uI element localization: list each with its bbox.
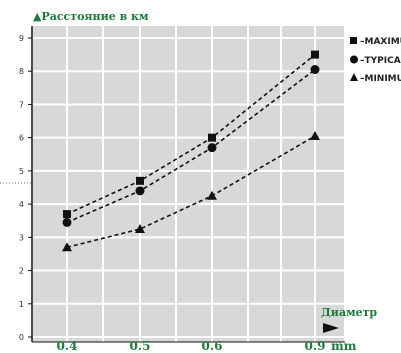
point-minimum-3 [310, 131, 320, 141]
point-maximum-1 [136, 176, 144, 185]
point-minimum-2 [207, 190, 217, 200]
point-maximum-0 [63, 210, 71, 219]
y-tick-label-3: 3 [19, 233, 24, 242]
x-tick-label-1: 0.5 [130, 339, 151, 353]
series-lines [66, 53, 316, 249]
x-tick-labels: 0.4 0.5 0.6 0.9 mm [57, 339, 357, 353]
x-axis-label: Диаметр [321, 306, 377, 319]
legend-label-minimum: –MINIMUM [360, 74, 401, 84]
legend: –MAXIMUM –TYPICAL –MINIMUM [350, 37, 401, 84]
point-typical-1 [135, 186, 145, 196]
point-typical-3 [310, 65, 320, 75]
point-maximum-3 [311, 50, 319, 59]
series-markers [62, 50, 320, 252]
y-tick-label-2: 2 [19, 267, 24, 276]
x-axis-arrow [323, 323, 339, 333]
y-axis-label: ▲Расстояние в км [33, 10, 149, 23]
x-tick-label-3: 0.9 [305, 339, 326, 353]
x-tick-label-0: 0.4 [57, 339, 78, 353]
axes [31, 26, 345, 343]
series-line-minimum [66, 135, 316, 249]
point-minimum-1 [135, 224, 145, 234]
x-unit-label: mm [331, 339, 357, 353]
y-tick-label-9: 9 [19, 34, 24, 43]
series-line-typical [66, 68, 316, 224]
y-tick-label-8: 8 [19, 67, 24, 76]
legend-marker-maximum [350, 37, 357, 44]
y-tick-label-4: 4 [19, 200, 24, 209]
y-tick-labels: 0 1 2 3 4 5 6 7 8 9 [19, 34, 32, 342]
y-tick-label-5: 5 [19, 167, 24, 176]
point-typical-2 [207, 143, 217, 153]
y-tick-label-6: 6 [19, 134, 24, 143]
y-tick-label-7: 7 [19, 100, 24, 109]
legend-marker-minimum [350, 73, 358, 81]
y-tick-label-0: 0 [19, 333, 24, 342]
point-maximum-2 [208, 133, 216, 142]
legend-label-maximum: –MAXIMUM [360, 37, 401, 47]
x-tick-label-2: 0.6 [202, 339, 223, 353]
plot-background [32, 26, 345, 342]
point-typical-0 [62, 217, 72, 227]
legend-marker-typical [350, 55, 358, 64]
point-minimum-0 [62, 242, 72, 252]
series-line-maximum [66, 53, 316, 215]
legend-label-typical: –TYPICAL [360, 56, 401, 66]
y-tick-label-1: 1 [19, 300, 24, 309]
